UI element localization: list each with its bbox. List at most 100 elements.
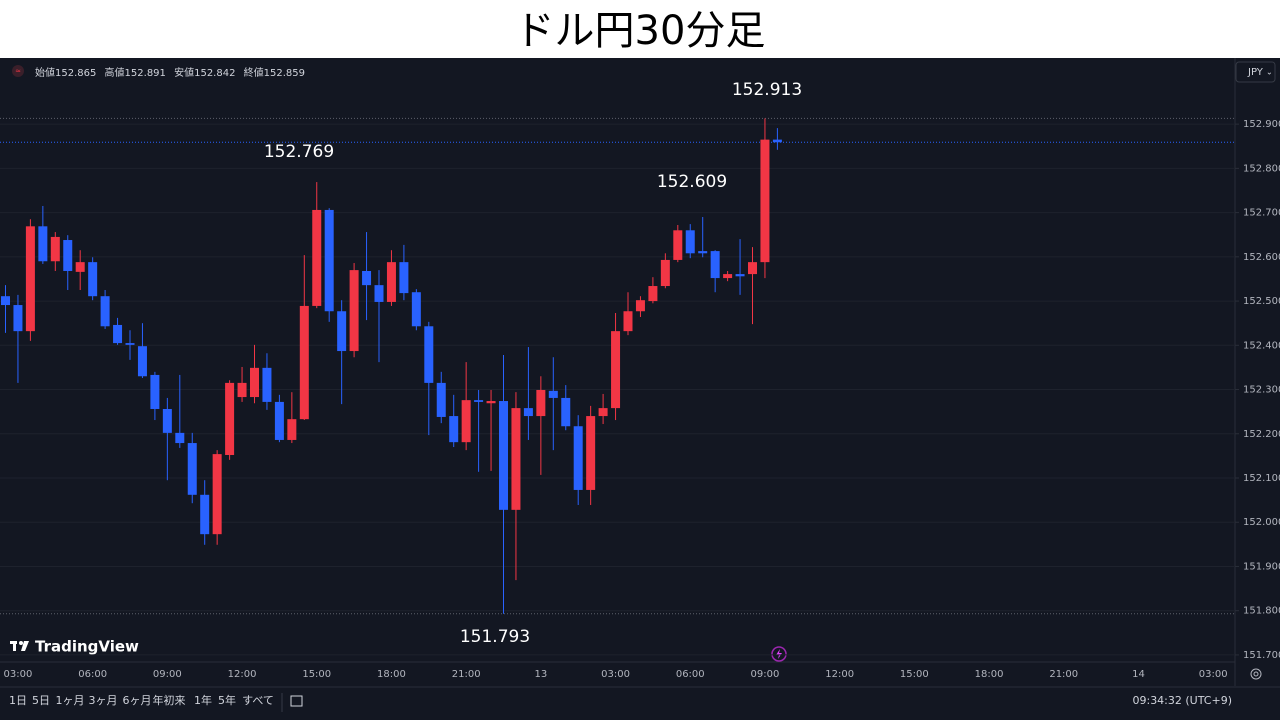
x-tick-label: 03:00 bbox=[4, 669, 33, 680]
y-tick-label: 152.000 bbox=[1243, 517, 1280, 528]
candle-body bbox=[287, 419, 297, 440]
candle-body bbox=[523, 408, 533, 417]
x-tick-label: 15:00 bbox=[302, 669, 331, 680]
candle-body bbox=[536, 389, 546, 417]
range-button[interactable]: 1日 bbox=[9, 694, 27, 707]
settings-icon-core[interactable] bbox=[1253, 671, 1259, 677]
ohlc-legend: 始値152.865 高値152.891 安値152.842 終値152.859 bbox=[35, 64, 310, 79]
annotation: 152.913 bbox=[732, 80, 802, 100]
y-tick-label: 152.800 bbox=[1243, 163, 1280, 174]
range-button[interactable]: 1ヶ月 bbox=[56, 694, 85, 707]
candle-body bbox=[399, 262, 409, 294]
x-tick-label: 14 bbox=[1132, 669, 1145, 680]
x-tick-label: 12:00 bbox=[825, 669, 854, 680]
x-tick-label: 18:00 bbox=[377, 669, 406, 680]
x-tick-label: 12:00 bbox=[228, 669, 257, 680]
candle-body bbox=[748, 262, 757, 275]
ohlc-value: 152.859 bbox=[263, 68, 305, 79]
range-button[interactable]: 3ヶ月 bbox=[89, 694, 118, 707]
event-icon[interactable] bbox=[771, 646, 787, 662]
candle-body bbox=[698, 251, 708, 254]
range-button[interactable]: 5日 bbox=[32, 694, 50, 707]
y-tick-label: 151.700 bbox=[1243, 650, 1280, 661]
candle-body bbox=[187, 443, 197, 495]
ohlc-label: 終値 bbox=[243, 68, 264, 79]
candle-body bbox=[611, 331, 621, 409]
candle-body bbox=[100, 296, 110, 327]
range-button[interactable]: 年初来 bbox=[153, 693, 186, 707]
range-button[interactable]: 5年 bbox=[218, 693, 236, 707]
x-tick-label: 09:00 bbox=[751, 669, 780, 680]
y-tick-label: 151.900 bbox=[1243, 561, 1280, 572]
range-button[interactable]: すべて bbox=[242, 694, 274, 707]
candle-body bbox=[648, 286, 658, 302]
candle-body bbox=[137, 346, 147, 377]
candle-body bbox=[75, 262, 85, 272]
candle-body bbox=[299, 305, 309, 420]
currency-label[interactable]: JPY bbox=[1247, 67, 1264, 78]
candle-body bbox=[436, 382, 446, 417]
x-tick-label: 13 bbox=[534, 669, 547, 680]
chart-background bbox=[0, 58, 1280, 720]
symbol-icon bbox=[12, 65, 24, 77]
candle-body bbox=[175, 432, 185, 444]
candle-body bbox=[411, 292, 421, 327]
ohlc-label: 安値 bbox=[174, 68, 195, 79]
candle-body bbox=[660, 259, 670, 287]
candle-body bbox=[1, 296, 10, 306]
candle-body bbox=[50, 236, 60, 262]
candle-body bbox=[511, 408, 521, 510]
candle-body bbox=[324, 209, 334, 312]
candle-body bbox=[548, 390, 558, 398]
x-tick-label: 06:00 bbox=[78, 669, 107, 680]
candle-body bbox=[113, 324, 123, 344]
event-icon-bolt[interactable] bbox=[776, 649, 782, 659]
clock: 09:34:32 (UTC+9) bbox=[1132, 694, 1232, 707]
candle-body bbox=[63, 240, 73, 271]
candle-body bbox=[735, 274, 745, 277]
candle-body bbox=[25, 226, 35, 332]
range-button[interactable]: 1年 bbox=[194, 693, 212, 707]
y-tick-label: 152.100 bbox=[1243, 473, 1280, 484]
y-tick-label: 152.300 bbox=[1243, 385, 1280, 396]
candle-body bbox=[499, 401, 508, 510]
candle-body bbox=[710, 251, 720, 279]
candle-body bbox=[685, 230, 695, 254]
y-tick-label: 151.800 bbox=[1243, 606, 1280, 617]
x-tick-label: 06:00 bbox=[676, 669, 705, 680]
ohlc-value: 152.891 bbox=[124, 68, 166, 79]
settings-icon[interactable] bbox=[1250, 668, 1262, 680]
chart-title: ドル円30分足 bbox=[515, 8, 766, 54]
ohlc-value: 152.865 bbox=[55, 68, 97, 79]
date-range-icon[interactable] bbox=[290, 695, 303, 707]
y-tick-label: 152.700 bbox=[1243, 208, 1280, 219]
candle-body bbox=[449, 416, 459, 443]
candle-body bbox=[623, 311, 633, 332]
currency-button[interactable] bbox=[1235, 61, 1276, 83]
range-button[interactable]: 6ヶ月 bbox=[123, 694, 152, 707]
candle-body bbox=[723, 274, 733, 279]
annotation: 152.769 bbox=[264, 142, 334, 162]
y-tick-label: 152.900 bbox=[1243, 119, 1280, 130]
candle-body bbox=[573, 426, 583, 490]
x-tick-label: 15:00 bbox=[900, 669, 929, 680]
y-tick-label: 152.500 bbox=[1243, 296, 1280, 307]
candle-body bbox=[13, 305, 23, 332]
candle-body bbox=[561, 397, 571, 427]
candle-body bbox=[125, 343, 135, 345]
candle-body bbox=[150, 374, 160, 409]
candle-body bbox=[424, 326, 434, 383]
candle-body bbox=[386, 262, 396, 302]
title-bar bbox=[0, 0, 1280, 58]
candle-body bbox=[349, 270, 359, 352]
logo-part bbox=[21, 641, 29, 651]
x-tick-label: 18:00 bbox=[975, 669, 1004, 680]
currency-caret[interactable]: ⌄ bbox=[1266, 68, 1273, 77]
x-tick-label: 03:00 bbox=[1199, 669, 1228, 680]
candle-body bbox=[673, 230, 683, 260]
y-tick-label: 152.200 bbox=[1243, 429, 1280, 440]
candle-body bbox=[162, 408, 172, 433]
candle-body bbox=[225, 382, 235, 455]
